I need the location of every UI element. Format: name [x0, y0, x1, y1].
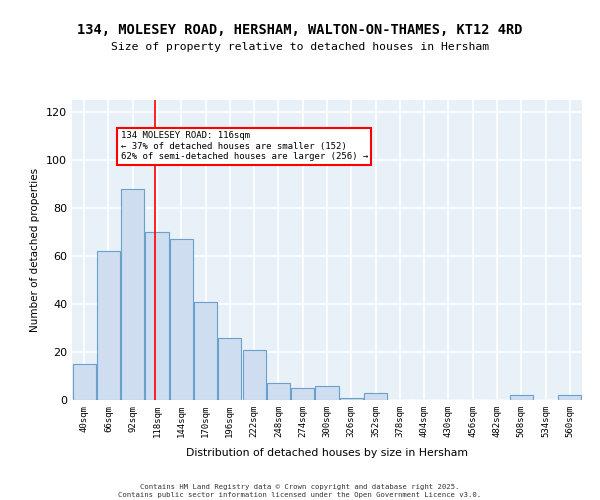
Text: 134 MOLESEY ROAD: 116sqm
← 37% of detached houses are smaller (152)
62% of semi-: 134 MOLESEY ROAD: 116sqm ← 37% of detach…	[121, 131, 368, 161]
Text: Size of property relative to detached houses in Hersham: Size of property relative to detached ho…	[111, 42, 489, 52]
Bar	[170, 239, 193, 400]
Bar	[97, 251, 120, 400]
Bar	[291, 388, 314, 400]
Bar	[121, 189, 144, 400]
Y-axis label: Number of detached properties: Number of detached properties	[31, 168, 40, 332]
Text: Contains HM Land Registry data © Crown copyright and database right 2025.
Contai: Contains HM Land Registry data © Crown c…	[118, 484, 482, 498]
Bar	[559, 395, 581, 400]
Bar	[242, 350, 266, 400]
Bar	[145, 232, 169, 400]
Text: 134, MOLESEY ROAD, HERSHAM, WALTON-ON-THAMES, KT12 4RD: 134, MOLESEY ROAD, HERSHAM, WALTON-ON-TH…	[77, 22, 523, 36]
Bar	[364, 393, 387, 400]
Bar	[194, 302, 217, 400]
Bar	[267, 383, 290, 400]
Bar	[316, 386, 338, 400]
Bar	[73, 364, 95, 400]
Bar	[218, 338, 241, 400]
Bar	[340, 398, 363, 400]
X-axis label: Distribution of detached houses by size in Hersham: Distribution of detached houses by size …	[186, 448, 468, 458]
Bar	[510, 395, 533, 400]
